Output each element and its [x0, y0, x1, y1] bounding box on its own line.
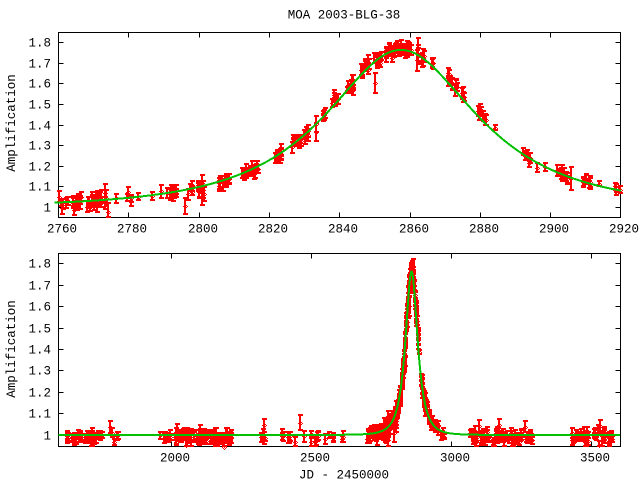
- svg-text:1: 1: [43, 430, 51, 444]
- svg-text:2780: 2780: [117, 223, 147, 237]
- svg-text:2500: 2500: [300, 452, 330, 466]
- svg-text:1.1: 1.1: [28, 408, 51, 422]
- svg-text:1.4: 1.4: [28, 120, 51, 134]
- svg-text:1.3: 1.3: [28, 365, 51, 379]
- svg-text:1.7: 1.7: [28, 280, 51, 294]
- svg-text:2920: 2920: [609, 223, 639, 237]
- svg-text:3000: 3000: [440, 452, 470, 466]
- svg-text:1.1: 1.1: [28, 181, 51, 195]
- svg-text:1.5: 1.5: [28, 323, 51, 337]
- svg-text:2840: 2840: [328, 223, 358, 237]
- svg-text:2820: 2820: [258, 223, 288, 237]
- svg-text:1.4: 1.4: [28, 344, 51, 358]
- svg-text:1.8: 1.8: [28, 37, 51, 51]
- svg-text:MOA 2003-BLG-38: MOA 2003-BLG-38: [288, 9, 401, 23]
- svg-text:1.5: 1.5: [28, 99, 51, 113]
- svg-text:1.7: 1.7: [28, 58, 51, 72]
- svg-text:2800: 2800: [188, 223, 218, 237]
- svg-text:1.2: 1.2: [28, 161, 51, 175]
- svg-text:1.3: 1.3: [28, 140, 51, 154]
- svg-text:2000: 2000: [160, 452, 190, 466]
- svg-text:1.2: 1.2: [28, 387, 51, 401]
- svg-text:2860: 2860: [399, 223, 429, 237]
- svg-text:1.6: 1.6: [28, 301, 51, 315]
- svg-text:2760: 2760: [47, 223, 77, 237]
- svg-text:2900: 2900: [539, 223, 569, 237]
- svg-text:Amplification: Amplification: [5, 74, 19, 172]
- svg-text:JD - 2450000: JD - 2450000: [299, 469, 389, 480]
- svg-text:1.8: 1.8: [28, 258, 51, 272]
- svg-text:1: 1: [43, 202, 51, 216]
- svg-text:Amplification: Amplification: [5, 300, 19, 398]
- svg-text:1.6: 1.6: [28, 78, 51, 92]
- svg-text:3500: 3500: [580, 452, 610, 466]
- svg-text:2880: 2880: [469, 223, 499, 237]
